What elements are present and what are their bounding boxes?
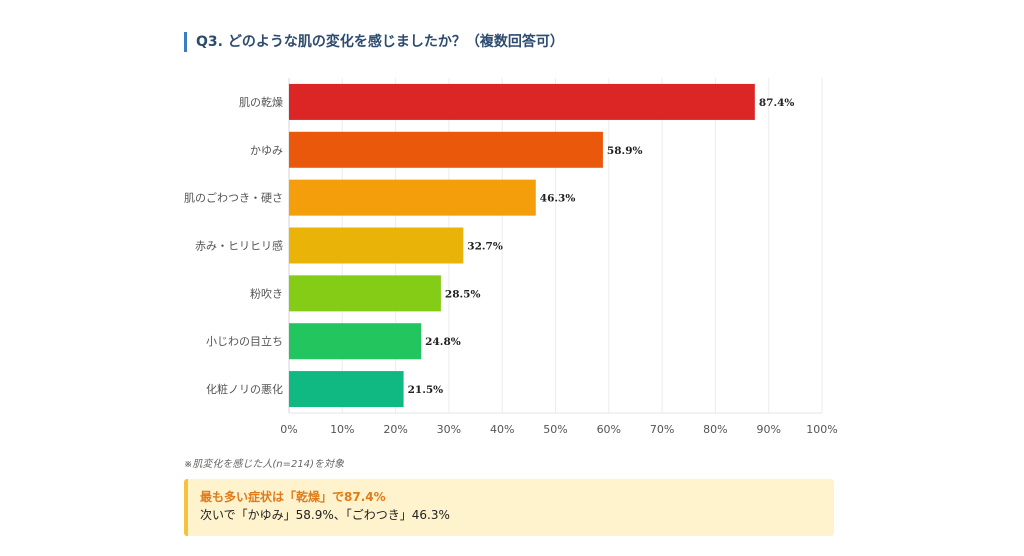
x-tick-label: 40%: [490, 423, 514, 436]
value-label: 32.7%: [467, 241, 503, 253]
bars: [289, 83, 755, 408]
x-tick-label: 50%: [543, 423, 567, 436]
bar: [289, 227, 464, 264]
category-label: かゆみ: [250, 144, 283, 157]
x-tick-label: 60%: [597, 423, 621, 436]
bar: [289, 275, 441, 312]
category-labels: 肌の乾燥かゆみ肌のごわつき・硬さ赤み・ヒリヒリ感粉吹き小じわの目立ち化粧ノリの悪…: [184, 96, 283, 396]
bar-chart: 肌の乾燥かゆみ肌のごわつき・硬さ赤み・ヒリヒリ感粉吹き小じわの目立ち化粧ノリの悪…: [184, 78, 838, 436]
value-label: 24.8%: [425, 336, 461, 348]
x-tick-label: 80%: [703, 423, 727, 436]
x-tick-label: 10%: [330, 423, 354, 436]
value-label: 87.4%: [759, 97, 795, 109]
bar: [289, 131, 603, 168]
chart-title-block: Q3. どのような肌の変化を感じましたか？（複数回答可）: [184, 32, 564, 52]
value-label: 28.5%: [445, 288, 481, 300]
value-label: 58.9%: [607, 145, 643, 157]
footnote: ※肌変化を感じた人(n=214)を対象: [184, 459, 344, 470]
category-label: 粉吹き: [250, 287, 283, 300]
category-label: 肌のごわつき・硬さ: [184, 191, 283, 205]
category-label: 小じわの目立ち: [206, 334, 283, 348]
value-label: 46.3%: [540, 193, 576, 205]
value-labels: 87.4% 58.9% 46.3% 32.7% 28.5% 24.8% 21.5%: [408, 97, 795, 396]
x-tick-label: 20%: [383, 423, 407, 436]
x-tick-label: 30%: [437, 423, 461, 436]
category-label: 赤み・ヒリヒリ感: [195, 240, 283, 253]
callout-body: 次いで「かゆみ」58.9%、「ごわつき」46.3%: [200, 508, 450, 522]
bar: [289, 371, 404, 408]
bar: [289, 323, 422, 360]
category-label: 化粧ノリの悪化: [206, 382, 283, 396]
x-tick-label: 100%: [806, 423, 837, 436]
value-label: 21.5%: [408, 384, 444, 396]
callout-headline: 最も多い症状は「乾燥」で87.4%: [200, 490, 386, 504]
chart-title: Q3. どのような肌の変化を感じましたか？（複数回答可）: [196, 34, 564, 50]
bar: [289, 179, 536, 216]
bar: [289, 83, 755, 120]
x-tick-label: 70%: [650, 423, 674, 436]
x-tick-label: 0%: [280, 423, 297, 436]
category-label: 肌の乾燥: [239, 96, 283, 109]
x-axis-ticks: 0% 10% 20% 30% 40% 50% 60% 70% 80% 90% 100%: [280, 423, 837, 436]
summary-callout: 最も多い症状は「乾燥」で87.4% 次いで「かゆみ」58.9%、「ごわつき」46…: [184, 479, 834, 536]
x-tick-label: 90%: [756, 423, 780, 436]
